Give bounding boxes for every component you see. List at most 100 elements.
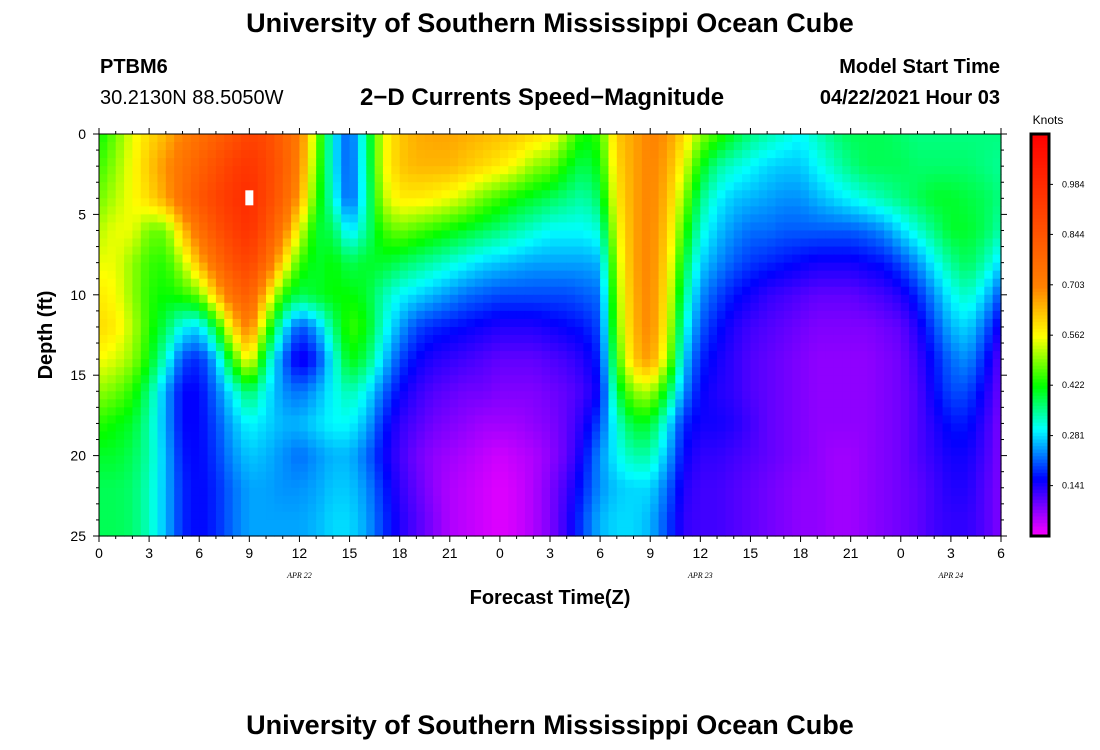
heatmap-cell	[917, 302, 927, 312]
heatmap-cell	[800, 455, 810, 465]
heatmap-cell	[683, 262, 693, 272]
heatmap-cell	[140, 262, 150, 272]
heatmap-cell	[149, 246, 159, 256]
heatmap-cell	[307, 222, 317, 232]
heatmap-cell	[291, 487, 301, 497]
heatmap-cell	[149, 206, 159, 215]
heatmap-cell	[224, 286, 234, 296]
heatmap-cell	[399, 335, 409, 344]
heatmap-cell	[792, 359, 802, 368]
heatmap-cell	[157, 407, 167, 416]
heatmap-cell	[725, 487, 735, 497]
heatmap-cell	[541, 447, 551, 457]
heatmap-cell	[892, 415, 902, 425]
heatmap-cell	[299, 238, 309, 248]
heatmap-cell	[324, 270, 334, 280]
heatmap-cell	[107, 503, 117, 513]
heatmap-cell	[859, 367, 868, 376]
heatmap-cell	[282, 351, 292, 360]
heatmap-cell	[316, 399, 326, 408]
heatmap-cell	[199, 206, 209, 215]
heatmap-cell	[566, 198, 576, 207]
heatmap-cell	[758, 238, 768, 248]
heatmap-cell	[575, 198, 585, 207]
heatmap-cell	[641, 270, 651, 280]
heatmap-cell	[474, 479, 484, 489]
heatmap-cell	[441, 302, 451, 312]
heatmap-cell	[742, 214, 752, 224]
heatmap-cell	[449, 463, 459, 473]
heatmap-cell	[633, 399, 643, 408]
heatmap-cell	[925, 335, 935, 344]
heatmap-cell	[616, 294, 626, 304]
heatmap-cell	[299, 391, 309, 400]
heatmap-cell	[942, 495, 952, 505]
heatmap-cell	[600, 198, 610, 207]
heatmap-cell	[942, 359, 952, 368]
heatmap-cell	[366, 294, 376, 304]
heatmap-cell	[675, 214, 685, 224]
heatmap-cell	[934, 142, 944, 151]
heatmap-cell	[349, 359, 359, 368]
heatmap-cell	[524, 182, 534, 191]
heatmap-cell	[441, 359, 451, 368]
heatmap-cell	[909, 206, 919, 215]
heatmap-cell	[583, 230, 593, 240]
heatmap-cell	[783, 254, 793, 264]
heatmap-cell	[132, 407, 142, 416]
heatmap-cell	[641, 294, 651, 304]
heatmap-cell	[266, 174, 275, 183]
heatmap-cell	[483, 142, 493, 151]
heatmap-cell	[700, 407, 710, 416]
heatmap-cell	[600, 479, 610, 489]
heatmap-cell	[666, 262, 676, 272]
heatmap-cell	[516, 431, 526, 441]
heatmap-cell	[575, 455, 585, 465]
heatmap-cell	[508, 463, 518, 473]
heatmap-cell	[950, 310, 960, 320]
heatmap-cell	[316, 158, 326, 167]
heatmap-cell	[900, 471, 910, 481]
heatmap-cell	[508, 423, 518, 433]
heatmap-cell	[725, 214, 735, 224]
heatmap-cell	[282, 214, 292, 224]
heatmap-cell	[424, 198, 434, 207]
heatmap-cell	[550, 294, 559, 304]
heatmap-cell	[900, 302, 910, 312]
heatmap-cell	[541, 246, 551, 256]
heatmap-cell	[583, 246, 593, 256]
heatmap-cell	[274, 286, 284, 296]
heatmap-cell	[842, 326, 852, 336]
heatmap-cell	[950, 455, 960, 465]
heatmap-cell	[900, 383, 910, 392]
heatmap-cell	[625, 326, 635, 336]
heatmap-cell	[140, 367, 150, 376]
heatmap-cell	[733, 206, 743, 215]
heatmap-cell	[316, 407, 326, 416]
heatmap-cell	[341, 238, 351, 248]
heatmap-cell	[725, 455, 735, 465]
heatmap-cell	[299, 262, 309, 272]
heatmap-cell	[792, 254, 802, 264]
heatmap-cell	[900, 423, 910, 433]
heatmap-cell	[399, 391, 409, 400]
heatmap-cell	[708, 495, 718, 505]
heatmap-cell	[299, 351, 309, 360]
heatmap-cell	[307, 310, 317, 320]
heatmap-cell	[316, 206, 326, 215]
heatmap-cell	[115, 142, 125, 151]
heatmap-cell	[491, 399, 501, 408]
heatmap-cell	[859, 286, 868, 296]
heatmap-cell	[591, 359, 601, 368]
heatmap-cell	[124, 190, 134, 199]
heatmap-cell	[959, 310, 969, 320]
heatmap-cell	[174, 335, 184, 344]
heatmap-cell	[332, 198, 342, 207]
heatmap-cell	[992, 415, 1002, 425]
heatmap-cell	[408, 246, 417, 256]
heatmap-cell	[499, 367, 509, 376]
heatmap-cell	[349, 423, 359, 433]
heatmap-cell	[700, 487, 710, 497]
heatmap-cell	[625, 487, 635, 497]
heatmap-cell	[190, 238, 200, 248]
